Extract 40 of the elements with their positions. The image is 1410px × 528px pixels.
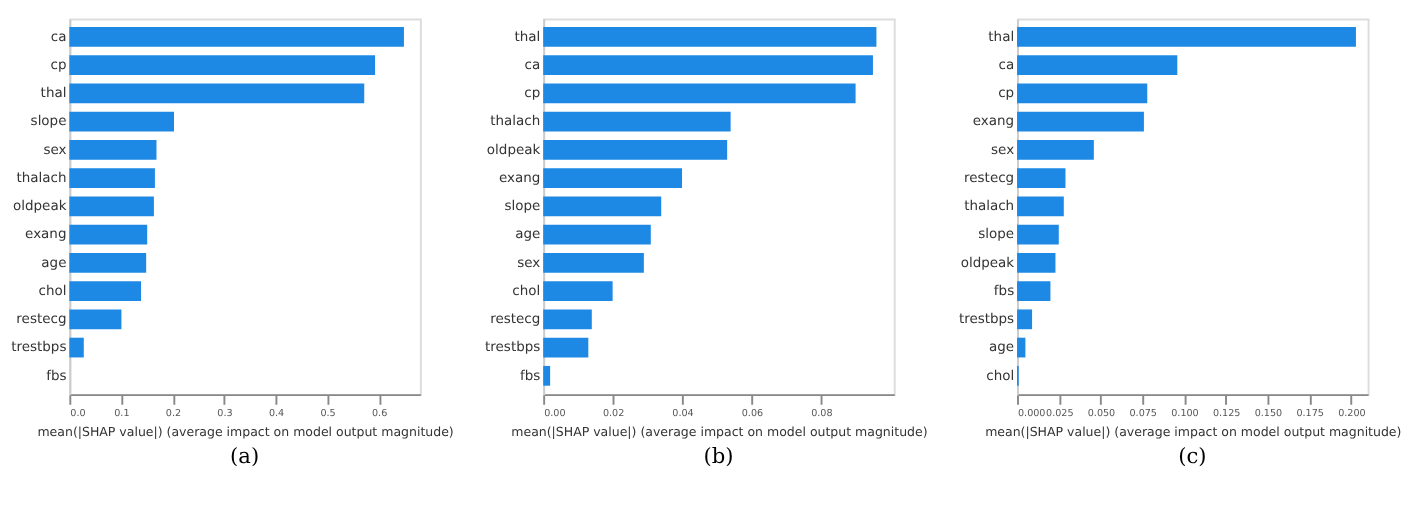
bar [69,252,147,273]
bar [69,281,142,301]
bar [1017,168,1066,189]
bar [1017,55,1178,76]
bar [1017,83,1148,104]
bar [543,55,873,76]
bar [543,365,551,386]
bar [543,27,877,47]
bar [1017,281,1051,301]
bar [69,27,404,47]
bar [69,309,122,330]
bar [1017,140,1094,160]
text: (c) [1178,444,1207,469]
bar [69,140,157,160]
bar [69,83,365,104]
bar [69,168,155,189]
bar [543,337,589,358]
bar [69,196,154,217]
text: (b) [703,444,734,469]
bar [1017,252,1056,273]
bar [1017,224,1059,245]
bar [543,252,644,273]
bar [543,309,592,330]
bar [543,281,613,301]
bar [1017,27,1356,47]
bar [69,55,376,76]
bar [1017,309,1033,330]
bar [543,224,651,245]
bar [543,168,683,189]
bar [1017,337,1026,358]
bar [1017,196,1064,217]
bar [543,83,856,104]
text: (a) [230,444,260,469]
bar [543,111,731,132]
bar [543,196,662,217]
bar [69,111,174,132]
bar [69,337,84,358]
bar [1017,111,1144,132]
bar [543,140,728,160]
bar [69,224,148,245]
